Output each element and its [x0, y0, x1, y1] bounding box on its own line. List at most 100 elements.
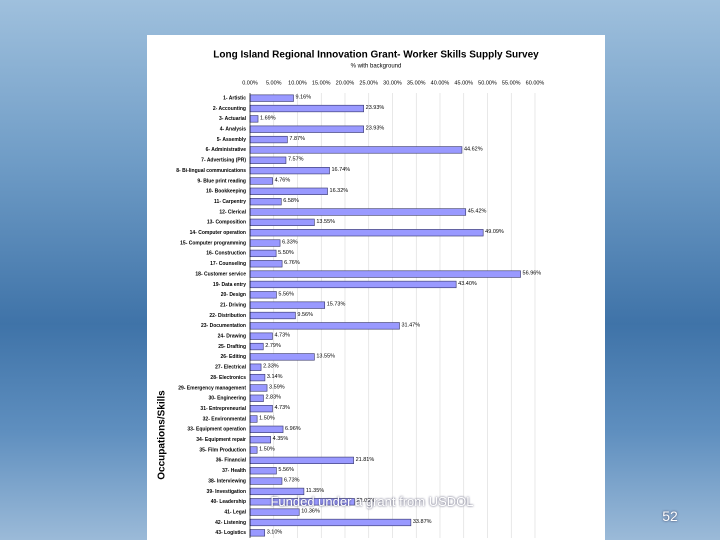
value-label: 16.74% [332, 167, 351, 173]
value-label: 6.73% [284, 478, 300, 484]
value-label: 22.00% [357, 498, 376, 504]
bar [249, 301, 326, 309]
y-tick-label: 39- Investigation [207, 489, 246, 495]
y-tick-label: 36- Financial [216, 458, 247, 464]
value-label: 3.59% [269, 384, 285, 390]
bar [249, 249, 277, 258]
bar [249, 135, 288, 144]
x-tick-label: 15.00% [312, 80, 331, 86]
bar [249, 229, 484, 237]
value-label: 2.79% [265, 343, 281, 349]
value-label: 6.76% [284, 260, 300, 266]
value-label: 5.50% [278, 250, 294, 256]
bar [249, 405, 273, 413]
value-label: 33.87% [413, 519, 432, 525]
bar [249, 208, 467, 216]
bar [249, 146, 463, 154]
x-tick-label: 55.00% [502, 80, 521, 86]
value-label: 10.36% [301, 509, 320, 515]
bar [249, 260, 283, 268]
y-tick-label: 10- Bookkeeping [206, 189, 246, 195]
bar [249, 342, 264, 351]
x-tick-label: 0.00% [242, 80, 258, 86]
y-tick-label: 13- Composition [207, 220, 246, 226]
y-tick-label: 16- Construction [206, 251, 246, 257]
x-tick-label: 60.00% [526, 80, 545, 86]
chart-title: Long Island Regional Innovation Grant- W… [213, 50, 539, 61]
y-tick-label: 1- Artistic [223, 96, 246, 102]
bar [249, 467, 277, 475]
x-tick-label: 25.00% [359, 80, 378, 86]
value-label: 4.73% [274, 333, 290, 339]
y-tick-label: 23- Documentation [201, 323, 246, 329]
bar [249, 198, 282, 206]
bar [249, 373, 266, 382]
chart-subtitle: % with background [351, 64, 402, 70]
y-tick-label: 25- Drafting [218, 344, 246, 350]
y-tick-label: 43- Logistics [215, 530, 246, 536]
y-tick-label: 15- Computer programming [180, 240, 246, 246]
y-tick-label: 6- Administrative [206, 147, 247, 153]
y-tick-label: 12- Clerical [219, 209, 246, 215]
bar [249, 508, 300, 516]
y-tick-label: 31- Entrepreneurial [200, 406, 246, 412]
bar [249, 115, 259, 123]
bar [249, 394, 264, 402]
value-label: 15.73% [327, 302, 346, 308]
bar [249, 177, 273, 185]
value-label: 4.35% [273, 436, 289, 442]
value-label: 23.93% [366, 126, 385, 132]
bar [249, 187, 328, 195]
footer-note: Funded under a grant from USDOL [270, 494, 474, 509]
y-tick-label: 26- Editing [220, 354, 246, 360]
bar [249, 518, 412, 527]
x-tick-label: 20.00% [336, 80, 355, 86]
y-tick-label: 3- Actuarial [219, 116, 247, 122]
y-tick-label: 37- Health [222, 468, 246, 474]
y-tick-label: 20- Design [221, 292, 246, 298]
value-label: 11.35% [306, 488, 324, 494]
bar [249, 291, 277, 299]
x-tick-label: 30.00% [383, 80, 402, 86]
y-tick-label: 7- Advertising (PR) [201, 158, 246, 164]
bar [249, 311, 296, 320]
value-label: 3.10% [267, 529, 283, 535]
y-axis-label: Occupations/Skills [157, 390, 168, 480]
value-label: 9.16% [296, 95, 312, 101]
value-label: 23.93% [366, 105, 385, 111]
value-label: 1.69% [260, 115, 276, 121]
y-tick-label: 18- Customer service [195, 271, 246, 277]
bar [249, 415, 258, 423]
value-label: 44.62% [464, 146, 483, 152]
x-tick-label: 5.00% [266, 80, 282, 86]
value-label: 31.47% [401, 322, 420, 328]
y-tick-label: 34- Equipment repair [196, 437, 246, 443]
value-label: 43.40% [458, 281, 477, 287]
value-label: 3.14% [267, 374, 283, 380]
bar [249, 353, 315, 361]
y-tick-label: 21- Driving [220, 302, 246, 308]
page-number: 52 [662, 508, 678, 524]
y-tick-label: 28- Electronics [210, 375, 246, 381]
bar [249, 167, 330, 175]
bar [249, 456, 354, 464]
value-label: 56.96% [523, 271, 542, 277]
value-label: 13.55% [316, 219, 335, 225]
value-label: 6.96% [285, 426, 301, 432]
bar [249, 425, 284, 433]
value-label: 4.76% [275, 177, 291, 183]
y-tick-label: 8- Bi-lingual communications [176, 168, 246, 174]
y-tick-label: 27- Electrical [215, 365, 246, 371]
value-label: 6.33% [282, 240, 298, 246]
y-tick-label: 22- Distribution [209, 313, 246, 319]
y-tick-label: 11- Carpentry [214, 199, 246, 205]
value-label: 2.33% [263, 364, 279, 370]
value-label: 45.42% [468, 208, 487, 214]
bar [249, 104, 364, 113]
y-tick-label: 41- Legal [224, 509, 246, 515]
value-label: 6.58% [283, 198, 299, 204]
y-tick-label: 2- Accounting [213, 106, 246, 112]
bar [249, 270, 521, 278]
